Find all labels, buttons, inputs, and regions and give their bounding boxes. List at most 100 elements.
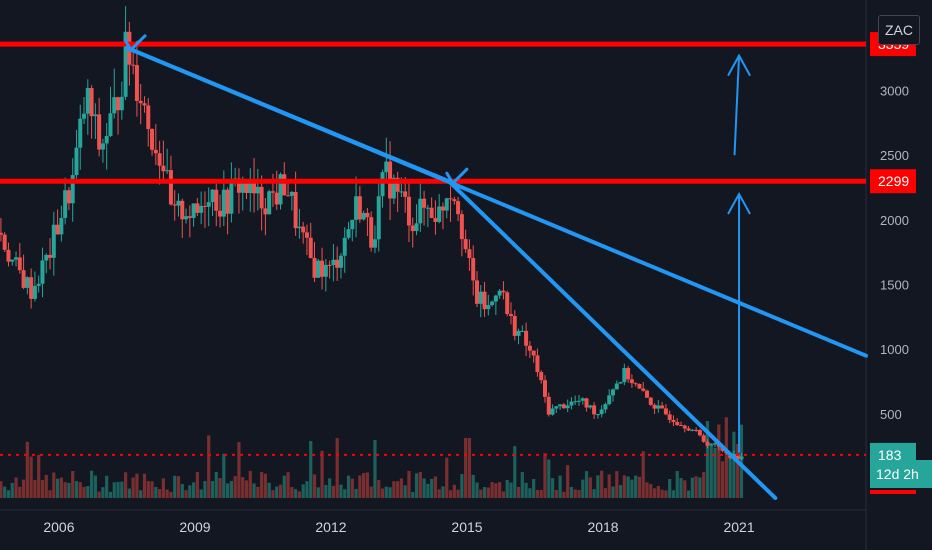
candle-body [165,170,170,172]
volume-bar [615,471,619,498]
candle-body [331,259,336,266]
volume-bar [48,490,52,498]
candle-body [78,118,83,148]
candle-body [63,190,68,218]
candle-body [739,456,744,460]
volume-bar [528,488,532,498]
candle-body [229,181,234,214]
volume-bar [74,481,79,498]
volume-bar [241,477,245,498]
volume-bar [482,487,487,498]
volume-bar [37,454,41,498]
trendline[interactable] [446,179,778,500]
candle-body [214,189,219,211]
candle-body [282,174,287,196]
volume-bar [82,486,86,498]
volume-bar [445,457,449,498]
candle-body [184,216,189,220]
candle-body [490,301,495,306]
volume-bar [294,489,298,498]
candle-body [218,210,223,217]
volume-marker [870,490,916,494]
volume-bar [93,475,97,498]
candle-body [690,429,695,431]
volume-bar [399,478,404,498]
candle-body [14,257,19,260]
countdown-badge [870,460,932,488]
candle-body [444,198,449,211]
volume-bar [452,484,456,498]
candle-body [244,179,249,194]
candle-body [565,405,570,409]
candle-body [252,179,257,194]
candle-body [626,368,631,380]
volume-bar [210,481,215,498]
candle-body [168,170,173,205]
candle-body [663,408,668,415]
volume-bar [626,476,630,498]
volume-bar [550,478,555,498]
volume-bar [369,486,373,498]
volume-bar [233,476,237,498]
volume-bar [10,482,14,498]
candle-body [327,264,332,266]
volume-bar [25,441,29,498]
y-tick-label: 1500 [880,278,909,293]
currency-badge[interactable]: ZAC [878,15,920,45]
candle-body [100,143,105,150]
y-tick-label: 2000 [880,213,909,228]
candle-body [395,177,400,192]
volume-bar [671,490,676,498]
volume-bar [380,488,385,498]
candle-body [365,212,370,218]
volume-bar [430,478,434,498]
candle-body [391,177,396,199]
projection-arrow-shaft[interactable] [733,55,741,156]
volume-bar [150,481,154,498]
volume-bar [569,487,574,498]
volume-bar [339,484,343,498]
volume-bar [86,486,90,498]
volume-bar [278,484,283,498]
candle-body [0,232,3,235]
candle-body [112,97,117,114]
candle-body [486,305,491,310]
volume-bar [188,485,192,498]
volume-bar [112,482,116,498]
volume-bar [33,479,37,498]
volume-bar [131,477,135,498]
candle-body [471,258,476,281]
volume-bar [226,483,230,498]
volume-bar [622,475,626,498]
candle-body [48,254,53,258]
volume-bar [282,475,286,498]
candle-body [697,430,702,436]
volume-bar [40,479,45,498]
candle-body [82,113,87,119]
candle-body [516,330,521,336]
candle-body [274,192,279,205]
candle-body [85,88,90,114]
volume-bar [3,486,7,498]
candle-body [142,103,147,106]
volume-bar [320,450,324,498]
candle-body [524,330,529,346]
candle-body [474,280,479,304]
volume-bar [139,490,143,498]
volume-bar [256,486,260,498]
candle-body [410,225,415,232]
candle-body [312,258,317,278]
price-level-badge[interactable] [870,169,916,194]
volume-bar [426,483,430,498]
trendline[interactable] [124,45,451,184]
candle-body [240,179,245,193]
volume-bar [618,485,623,498]
candle-body [176,200,181,206]
volume-bar [600,470,604,498]
volume-bar [479,489,483,498]
volume-bar [720,461,725,498]
candle-body [660,405,665,409]
candle-body [701,435,706,442]
